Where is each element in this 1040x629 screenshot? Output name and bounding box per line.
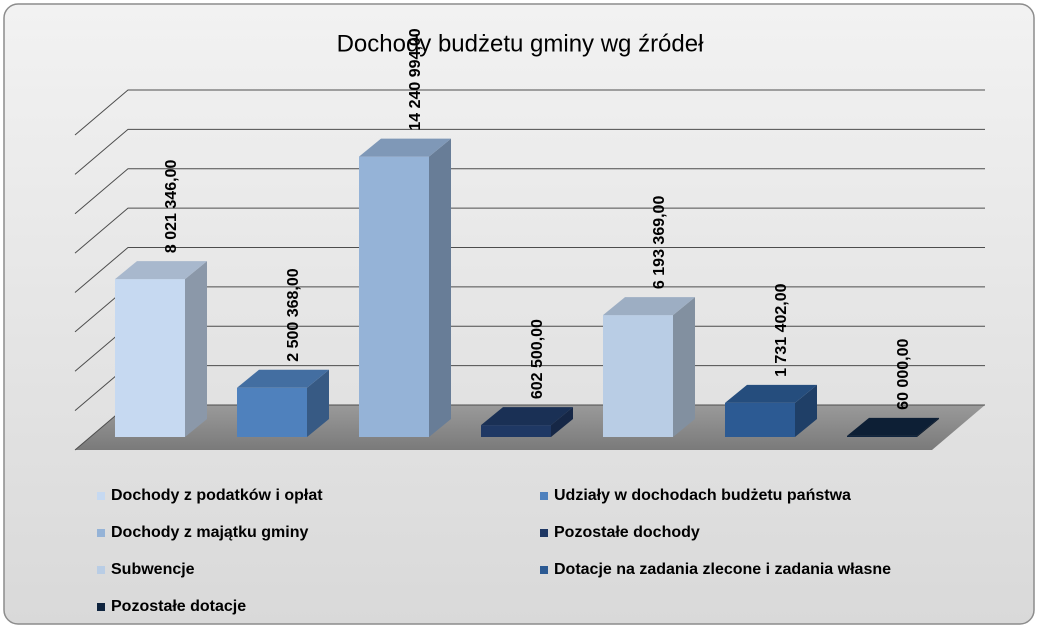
legend-label: Pozostałe dochody xyxy=(554,524,700,541)
legend-swatch xyxy=(97,603,105,611)
bar-front xyxy=(603,315,673,437)
legend-swatch xyxy=(97,529,105,537)
bar-front xyxy=(847,435,917,437)
bar-side xyxy=(185,261,207,437)
legend-label: Dotacje na zadania zlecone i zadania wła… xyxy=(554,561,891,578)
data-label: 1 731 402,00 xyxy=(773,283,790,377)
bar-front xyxy=(725,402,795,437)
grid-line xyxy=(74,89,985,136)
bar xyxy=(725,384,817,437)
legend-label: Subwencje xyxy=(111,561,195,578)
bar-top xyxy=(359,138,451,157)
bar xyxy=(847,417,939,437)
grid-line xyxy=(74,207,985,254)
data-label: 8 021 346,00 xyxy=(163,160,180,254)
bar-side xyxy=(673,297,695,437)
bar-top xyxy=(237,369,329,388)
chart-frame xyxy=(3,3,1035,625)
data-label: 2 500 368,00 xyxy=(285,268,302,362)
bar xyxy=(359,138,451,437)
legend-label: Dochody z majątku gminy xyxy=(111,524,308,541)
data-label: 602 500,00 xyxy=(529,319,546,399)
bar-top xyxy=(115,261,207,280)
grid-line xyxy=(74,128,985,175)
bar-front xyxy=(359,156,429,437)
legend-label: Udziały w dochodach budżetu państwa xyxy=(554,487,851,504)
bar-side xyxy=(307,369,329,437)
bar xyxy=(115,261,207,437)
chart-title: Dochody budżetu gminy wg źródeł xyxy=(337,30,705,57)
bar-top xyxy=(603,297,695,316)
bar xyxy=(481,407,573,437)
bar-top xyxy=(847,417,939,436)
bar-side xyxy=(551,407,573,437)
legend-swatch xyxy=(97,492,105,500)
bar xyxy=(603,297,695,437)
bar-side xyxy=(795,384,817,437)
data-label: 14 240 994,00 xyxy=(407,28,424,130)
legend-swatch xyxy=(540,492,548,500)
legend-label: Dochody z podatków i opłat xyxy=(111,487,323,504)
bar-side xyxy=(917,417,939,437)
bar-front xyxy=(481,425,551,437)
legend-swatch xyxy=(540,566,548,574)
grid-line xyxy=(74,168,985,215)
bar-top xyxy=(481,407,573,426)
bar-top xyxy=(725,384,817,403)
legend-label: Pozostałe dotacje xyxy=(111,598,246,615)
bar-front xyxy=(115,279,185,437)
data-label: 60 000,00 xyxy=(895,339,912,410)
bar xyxy=(237,369,329,437)
legend-swatch xyxy=(540,529,548,537)
bar-front xyxy=(237,387,307,437)
legend-swatch xyxy=(97,566,105,574)
bar-side xyxy=(429,138,451,437)
grid-line xyxy=(74,247,985,293)
data-label: 6 193 369,00 xyxy=(651,196,668,290)
